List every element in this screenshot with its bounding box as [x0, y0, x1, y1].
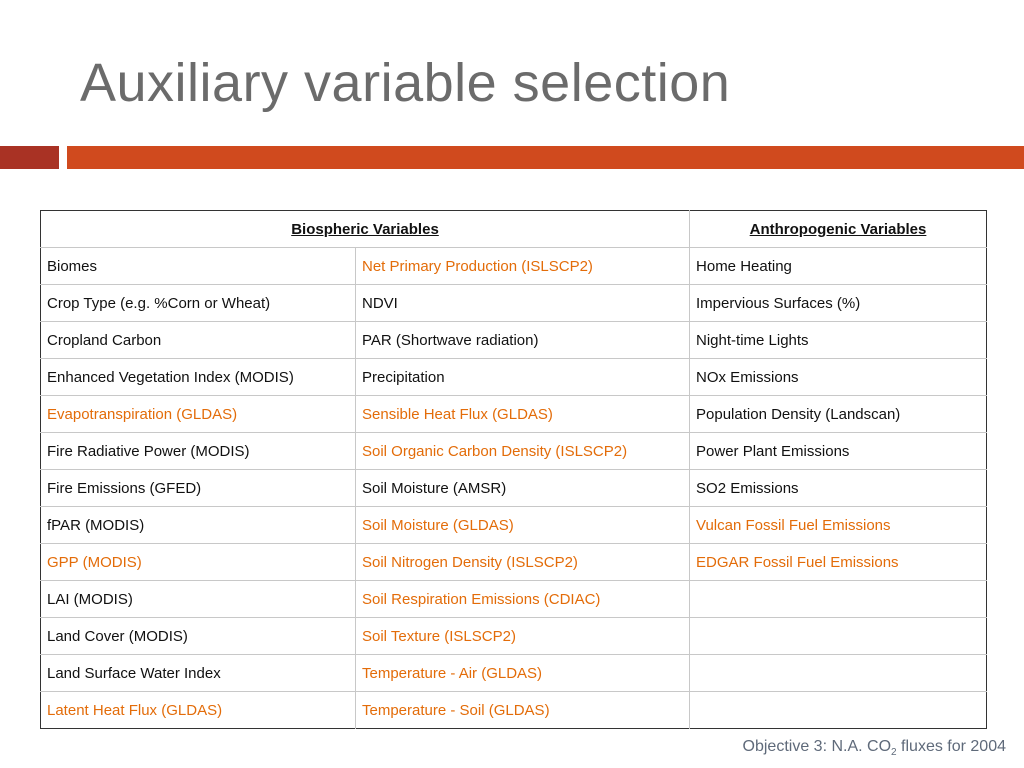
table-cell: PAR (Shortwave radiation) [354, 321, 690, 359]
table-row: Crop Type (e.g. %Corn or Wheat) NDVI Imp… [40, 284, 987, 322]
footer-suffix: fluxes for 2004 [896, 738, 1006, 755]
table-cell: Soil Nitrogen Density (ISLSCP2) [354, 543, 690, 581]
table-cell: Soil Organic Carbon Density (ISLSCP2) [354, 432, 690, 470]
accent-bar-right [67, 146, 1024, 169]
slide-footer: Objective 3: N.A. CO2 fluxes for 2004 [743, 738, 1006, 758]
table-cell: Home Heating [689, 247, 987, 285]
table-row: Latent Heat Flux (GLDAS) Temperature - S… [41, 691, 987, 729]
table-cell: Soil Moisture (AMSR) [354, 469, 690, 507]
table-cell: Evapotranspiration (GLDAS) [40, 395, 356, 433]
table-cell [689, 580, 987, 618]
footer-prefix: Objective 3: N.A. CO [742, 738, 892, 755]
footer-subscript: 2 [891, 747, 897, 759]
table-cell: LAI (MODIS) [40, 580, 356, 618]
table-row: Cropland Carbon PAR (Shortwave radiation… [40, 321, 987, 359]
table-cell: Latent Heat Flux (GLDAS) [47, 701, 223, 719]
variables-table: Biospheric Variables Anthropogenic Varia… [40, 210, 988, 729]
table-cell: Vulcan Fossil Fuel Emissions [689, 506, 987, 544]
table-row: Biomes Net Primary Production (ISLSCP2) … [40, 247, 987, 285]
table-cell: Power Plant Emissions [689, 432, 987, 470]
table-cell: Population Density (Landscan) [689, 395, 987, 433]
table-row: Evapotranspiration (GLDAS) Sensible Heat… [40, 395, 987, 433]
table-cell: Enhanced Vegetation Index (MODIS) [40, 358, 356, 396]
variables-table-container: Biospheric Variables Anthropogenic Varia… [40, 210, 988, 729]
table-cell [689, 654, 987, 692]
table-cell: Night-time Lights [689, 321, 987, 359]
table-cell: Soil Moisture (GLDAS) [354, 506, 690, 544]
table-cell: Net Primary Production (ISLSCP2) [354, 247, 690, 285]
table-cell: NDVI [354, 284, 690, 322]
header-anthropogenic-variables: Anthropogenic Variables [689, 210, 987, 248]
table-row: LAI (MODIS) Soil Respiration Emissions (… [40, 580, 987, 618]
table-cell: Precipitation [354, 358, 690, 396]
table-cell: Land Cover (MODIS) [40, 617, 356, 655]
table-row: GPP (MODIS) Soil Nitrogen Density (ISLSC… [40, 543, 987, 581]
header-biospheric-variables: Biospheric Variables [40, 210, 690, 248]
table-row: Fire Radiative Power (MODIS) Soil Organi… [40, 432, 987, 470]
table-cell: GPP (MODIS) [40, 543, 356, 581]
table-cell: NOx Emissions [689, 358, 987, 396]
table-cell [689, 691, 987, 729]
table-cell: Sensible Heat Flux (GLDAS) [354, 395, 690, 433]
table-cell: Land Surface Water Index [40, 654, 356, 692]
table-cell: Cropland Carbon [40, 321, 356, 359]
table-row: Fire Emissions (GFED) Soil Moisture (AMS… [40, 469, 987, 507]
accent-bar-left [0, 146, 59, 169]
table-cell: fPAR (MODIS) [40, 506, 356, 544]
table-cell: Temperature - Air (GLDAS) [354, 654, 690, 692]
table-cell: Fire Radiative Power (MODIS) [40, 432, 356, 470]
slide-title: Auxiliary variable selection [80, 53, 731, 113]
table-cell: SO2 Emissions [689, 469, 987, 507]
table-cell: Temperature - Soil (GLDAS) [354, 691, 690, 729]
table-cell: Soil Texture (ISLSCP2) [354, 617, 690, 655]
table-row: Land Surface Water Index Temperature - A… [40, 654, 987, 692]
table-row: Enhanced Vegetation Index (MODIS) Precip… [40, 358, 987, 396]
table-header-row: Biospheric Variables Anthropogenic Varia… [40, 210, 987, 248]
table-row: fPAR (MODIS) Soil Moisture (GLDAS) Vulca… [40, 506, 987, 544]
table-cell [689, 617, 987, 655]
table-cell: Fire Emissions (GFED) [40, 469, 356, 507]
table-cell: Biomes [40, 247, 356, 285]
table-cell: Crop Type (e.g. %Corn or Wheat) [40, 284, 356, 322]
table-row: Land Cover (MODIS) Soil Texture (ISLSCP2… [40, 617, 987, 655]
table-cell: Soil Respiration Emissions (CDIAC) [354, 580, 690, 618]
table-cell: EDGAR Fossil Fuel Emissions [689, 543, 987, 581]
table-cell: Impervious Surfaces (%) [689, 284, 987, 322]
